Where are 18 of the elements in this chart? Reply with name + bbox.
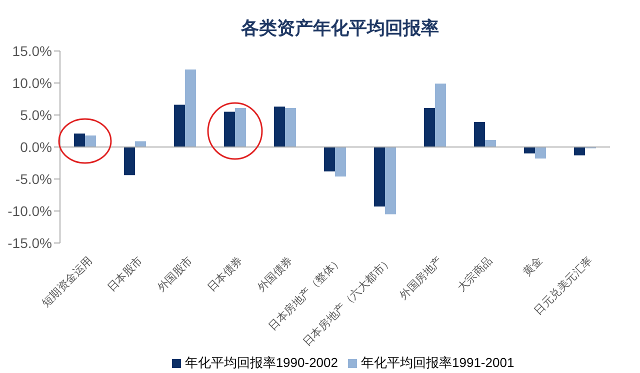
x-tick-label: 短期资金运用 [39, 254, 96, 310]
chart-title: 各类资产年化平均回报率 [241, 18, 439, 38]
y-tick-label: -5.0% [15, 170, 52, 187]
x-tick-label: 外国股市 [154, 254, 196, 294]
y-tick-label: 0.0% [20, 138, 52, 155]
y-tick-label: 10.0% [12, 74, 52, 91]
y-tick-label: 15.0% [12, 42, 52, 59]
y-tick-label: -10.0% [8, 202, 52, 219]
x-tick-label: 黄金 [520, 254, 546, 279]
legend-label: 年化平均回报率1991-2001 [361, 355, 514, 370]
x-tick-label: 外国房地产 [397, 254, 446, 302]
legend-label: 年化平均回报率1990-2002 [184, 355, 338, 370]
y-tick-label: -15.0% [8, 234, 52, 251]
x-tick-label: 外国债券 [254, 254, 296, 294]
y-tick-label: 5.0% [20, 106, 52, 123]
x-tick-label: 日本股市 [104, 254, 146, 294]
x-tick-label: 大宗商品 [454, 254, 496, 294]
x-tick-label: 日本债券 [204, 254, 246, 294]
